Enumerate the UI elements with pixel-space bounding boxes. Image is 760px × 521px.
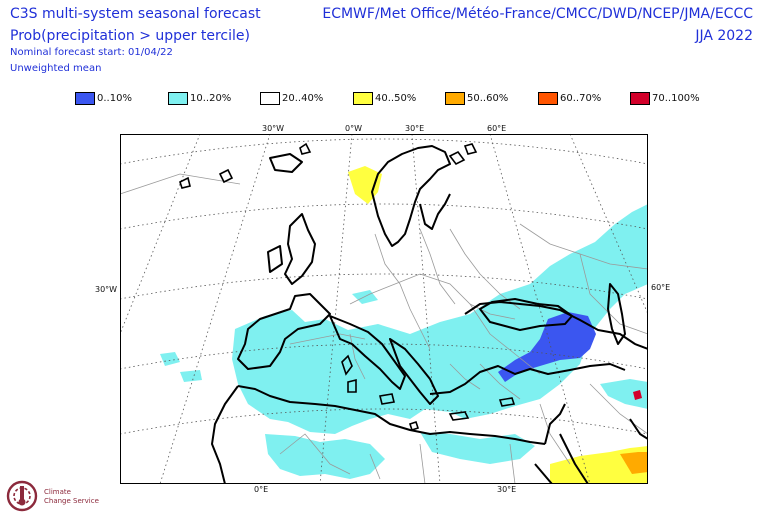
legend-label: 10..20% bbox=[190, 93, 232, 104]
climate-logo-icon bbox=[6, 480, 38, 512]
legend-swatch bbox=[168, 92, 188, 105]
legend-label: 0..10% bbox=[97, 93, 132, 104]
legend-swatch bbox=[260, 92, 280, 105]
region-0-10-percent bbox=[498, 312, 596, 382]
legend-swatch bbox=[75, 92, 95, 105]
legend-item: 50..60% bbox=[445, 92, 508, 105]
title-line-1: C3S multi-system seasonal forecast bbox=[10, 6, 261, 22]
precipitation-probability-map bbox=[120, 134, 648, 484]
legend-label: 50..60% bbox=[467, 93, 509, 104]
title-line-2: Prob(precipitation > upper tercile) bbox=[10, 28, 250, 44]
lon-label-top: 30°E bbox=[405, 124, 425, 133]
color-legend: 0..10% 10..20% 20..40% 40..50% 50..60% 6… bbox=[0, 92, 760, 114]
region-50-60-percent bbox=[620, 452, 648, 474]
legend-item: 10..20% bbox=[168, 92, 231, 105]
legend-swatch bbox=[353, 92, 373, 105]
logo-text-line1: Climate bbox=[44, 488, 71, 496]
map-frame bbox=[120, 134, 648, 484]
legend-item: 70..100% bbox=[630, 92, 700, 105]
legend-label: 40..50% bbox=[375, 93, 417, 104]
lon-label-right: 60°E bbox=[651, 283, 671, 292]
forecast-start-text: Nominal forecast start: 01/04/22 bbox=[10, 47, 173, 58]
legend-swatch bbox=[538, 92, 558, 105]
lon-label-bottom: 30°E bbox=[497, 485, 517, 494]
lon-label-top: 30°W bbox=[262, 124, 285, 133]
legend-item: 0..10% bbox=[75, 92, 132, 105]
legend-item: 20..40% bbox=[260, 92, 323, 105]
region-10-20-percent bbox=[160, 204, 648, 479]
islands bbox=[179, 142, 516, 432]
legend-item: 40..50% bbox=[353, 92, 416, 105]
systems-text: ECMWF/Met Office/Météo-France/CMCC/DWD/N… bbox=[322, 6, 753, 22]
region-70-100-percent bbox=[633, 390, 642, 400]
legend-label: 70..100% bbox=[652, 93, 700, 104]
season-text: JJA 2022 bbox=[695, 28, 753, 44]
lon-label-bottom: 0°E bbox=[254, 485, 269, 494]
lon-label-top: 60°E bbox=[487, 124, 507, 133]
copernicus-climate-logo: Climate Change Service bbox=[6, 474, 116, 518]
country-borders bbox=[120, 173, 648, 484]
graticule-lines bbox=[120, 134, 648, 484]
lon-label-left: 30°W bbox=[95, 285, 118, 294]
logo-text-line2: Change Service bbox=[44, 497, 99, 505]
lon-label-top: 0°W bbox=[345, 124, 362, 133]
legend-label: 20..40% bbox=[282, 93, 324, 104]
legend-label: 60..70% bbox=[560, 93, 602, 104]
coastlines bbox=[211, 145, 648, 484]
mean-type-text: Unweighted mean bbox=[10, 63, 102, 74]
legend-item: 60..70% bbox=[538, 92, 601, 105]
legend-swatch bbox=[445, 92, 465, 105]
legend-swatch bbox=[630, 92, 650, 105]
